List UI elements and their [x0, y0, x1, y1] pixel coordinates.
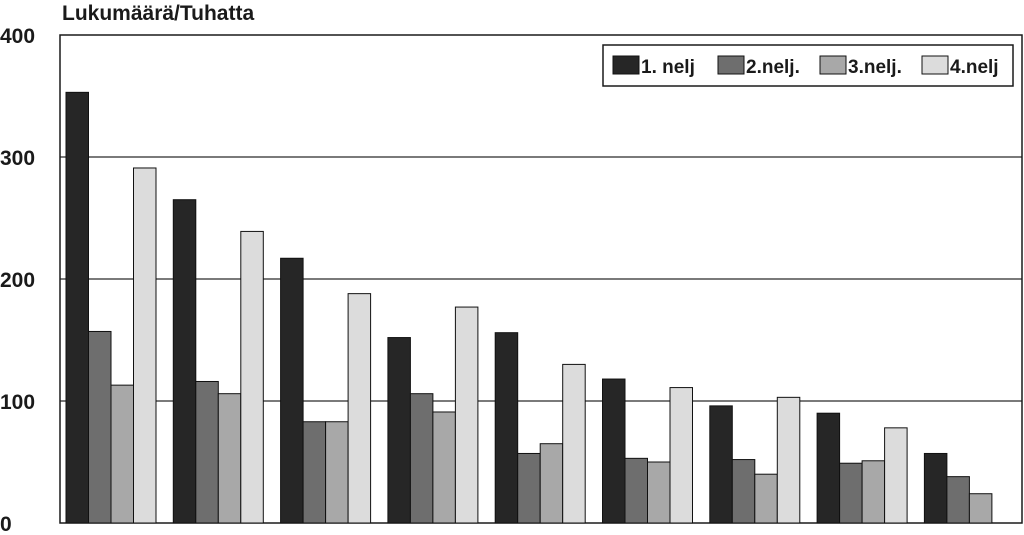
bar-series-4: [562, 363, 586, 524]
y-tick-label: 400: [0, 25, 35, 48]
bar-series-2: [624, 457, 648, 524]
bar-series-3: [861, 460, 886, 524]
y-tick-label: 0: [0, 513, 12, 535]
legend-label: 4.nelj: [950, 57, 999, 78]
bar-series-3: [325, 421, 349, 524]
bar-series-1: [923, 452, 948, 524]
bar-series-1: [602, 378, 626, 524]
bar-series-1: [280, 257, 304, 524]
bar-series-1: [709, 405, 733, 524]
bar-series-2: [88, 330, 112, 524]
bar-series-4: [884, 427, 908, 524]
legend-label: 1. nelj: [641, 57, 695, 78]
bar-series-3: [754, 473, 778, 524]
y-axis-unit-label: Lukumäärä/Tuhatta: [62, 2, 254, 25]
legend-swatch: [612, 55, 640, 75]
bar-series-2: [517, 452, 541, 524]
bars-group: [65, 91, 993, 524]
bar-series-4: [347, 293, 372, 524]
legend-swatch: [717, 55, 745, 75]
bar-series-1: [494, 332, 519, 524]
bar-series-4: [776, 396, 801, 524]
y-tick-label: 200: [0, 269, 35, 292]
bar-series-2: [946, 476, 970, 524]
bar-series-3: [647, 461, 671, 524]
bar-series-2: [302, 421, 327, 524]
bar-series-3: [217, 393, 242, 524]
bar-series-4: [240, 230, 264, 524]
bar-series-4: [454, 306, 479, 524]
bar-series-1: [387, 337, 411, 524]
bar-series-1: [172, 199, 197, 524]
bar-series-2: [409, 393, 434, 524]
bar-series-2: [195, 380, 219, 524]
legend-swatch: [819, 55, 847, 75]
bar-series-3: [432, 411, 456, 524]
bar-series-1: [816, 412, 841, 524]
bar-series-3: [110, 384, 134, 524]
bar-series-2: [731, 459, 756, 524]
bar-series-1: [65, 91, 89, 524]
legend-label: 3.nelj.: [848, 57, 902, 78]
legend-swatch: [921, 55, 949, 75]
bar-series-3: [968, 493, 993, 524]
legend: 1. nelj 2.nelj. 3.nelj. 4.nelj: [602, 44, 1014, 87]
y-tick-label: 300: [0, 147, 35, 170]
bar-series-2: [839, 462, 863, 524]
bar-series-4: [133, 167, 157, 524]
bar-series-3: [539, 443, 564, 524]
gridlines: [60, 156, 1022, 402]
bar-series-4: [669, 387, 693, 524]
y-tick-label: 100: [0, 391, 35, 414]
legend-label: 2.nelj.: [746, 57, 800, 78]
y-axis-ticks: 0 100 200 300 400: [0, 25, 35, 535]
